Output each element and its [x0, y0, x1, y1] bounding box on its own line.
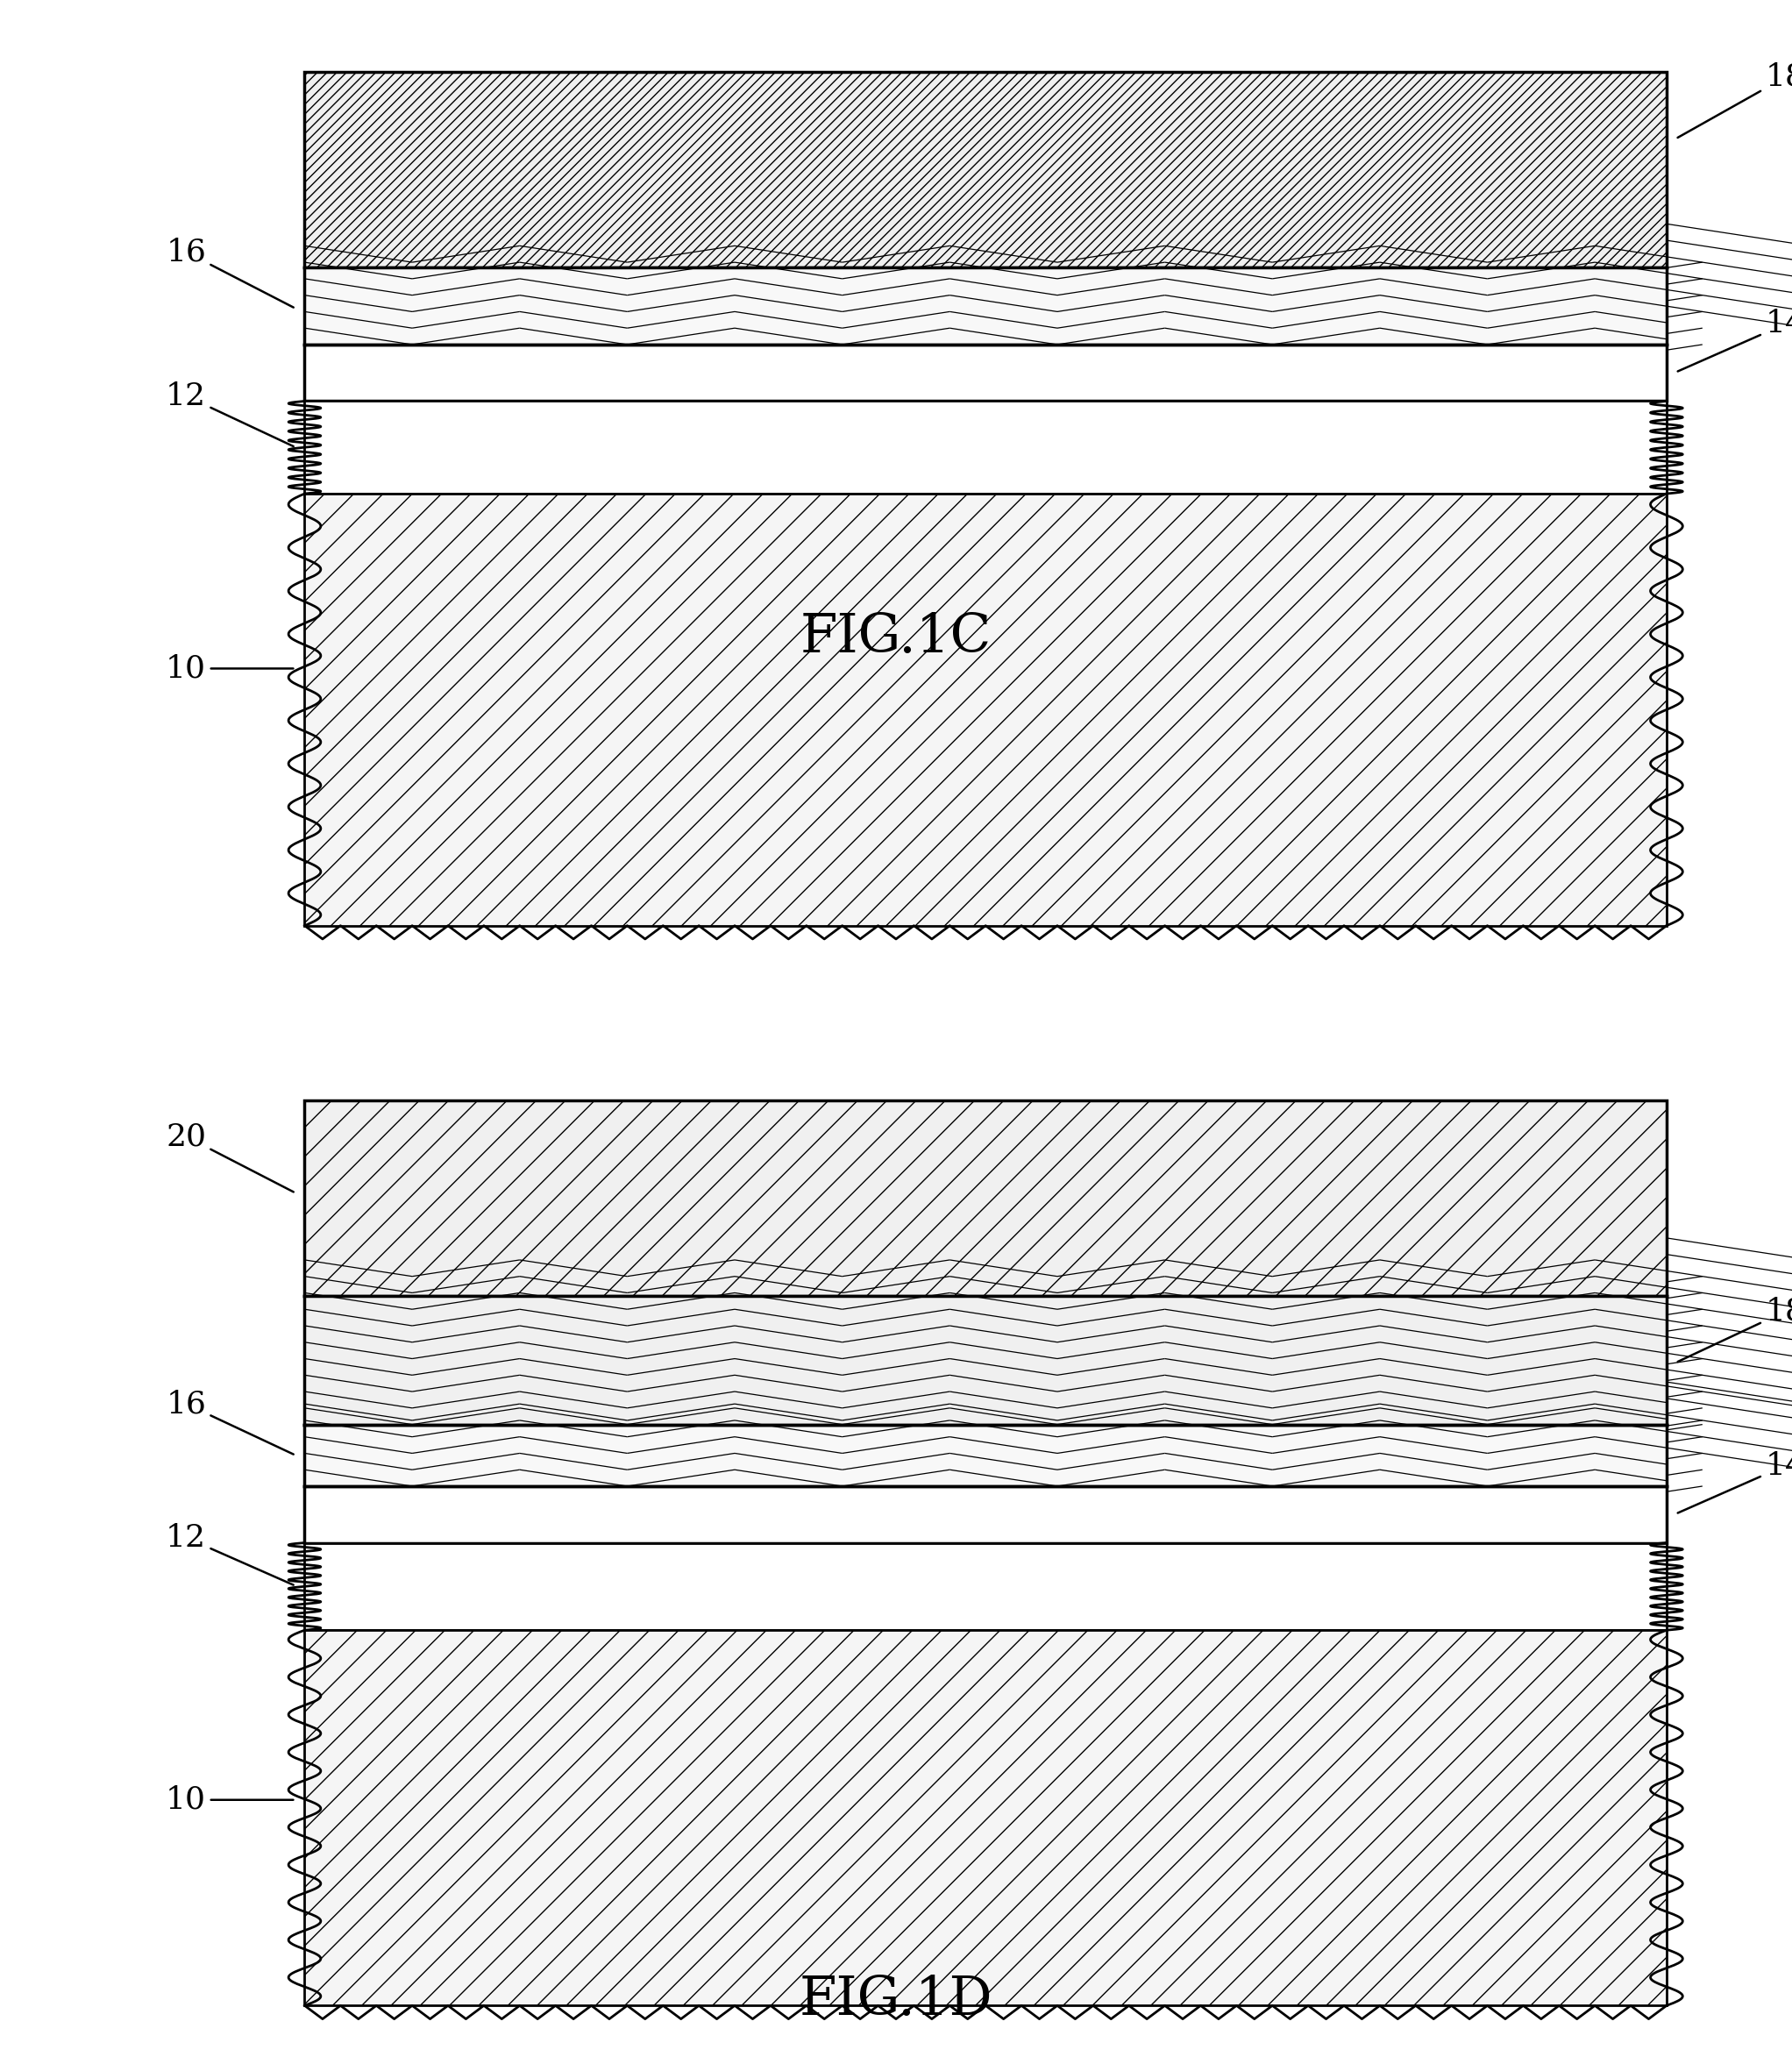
Text: 14: 14 — [1677, 1450, 1792, 1514]
Bar — [305, 1100, 1667, 1296]
Bar — [305, 1423, 1667, 1485]
Bar — [305, 494, 1667, 926]
Bar — [305, 1296, 1667, 1423]
Bar — [305, 1629, 1667, 2006]
Text: 10: 10 — [165, 1785, 294, 1814]
Bar — [305, 72, 1667, 267]
Text: 16: 16 — [167, 1388, 294, 1454]
Text: 12: 12 — [165, 381, 294, 446]
Text: 14: 14 — [1677, 309, 1792, 372]
Bar — [305, 401, 1667, 494]
Text: 20: 20 — [165, 1121, 294, 1191]
Text: 18: 18 — [1677, 62, 1792, 138]
Text: FIG.1D: FIG.1D — [799, 1975, 993, 2026]
Text: 10: 10 — [165, 654, 294, 683]
Bar — [305, 1485, 1667, 1543]
Bar — [305, 344, 1667, 401]
Text: FIG.1C: FIG.1C — [801, 611, 991, 664]
Text: 16: 16 — [167, 237, 294, 306]
Text: 12: 12 — [165, 1522, 294, 1586]
Text: 18: 18 — [1677, 1296, 1792, 1362]
Bar — [305, 267, 1667, 344]
Bar — [305, 1543, 1667, 1629]
